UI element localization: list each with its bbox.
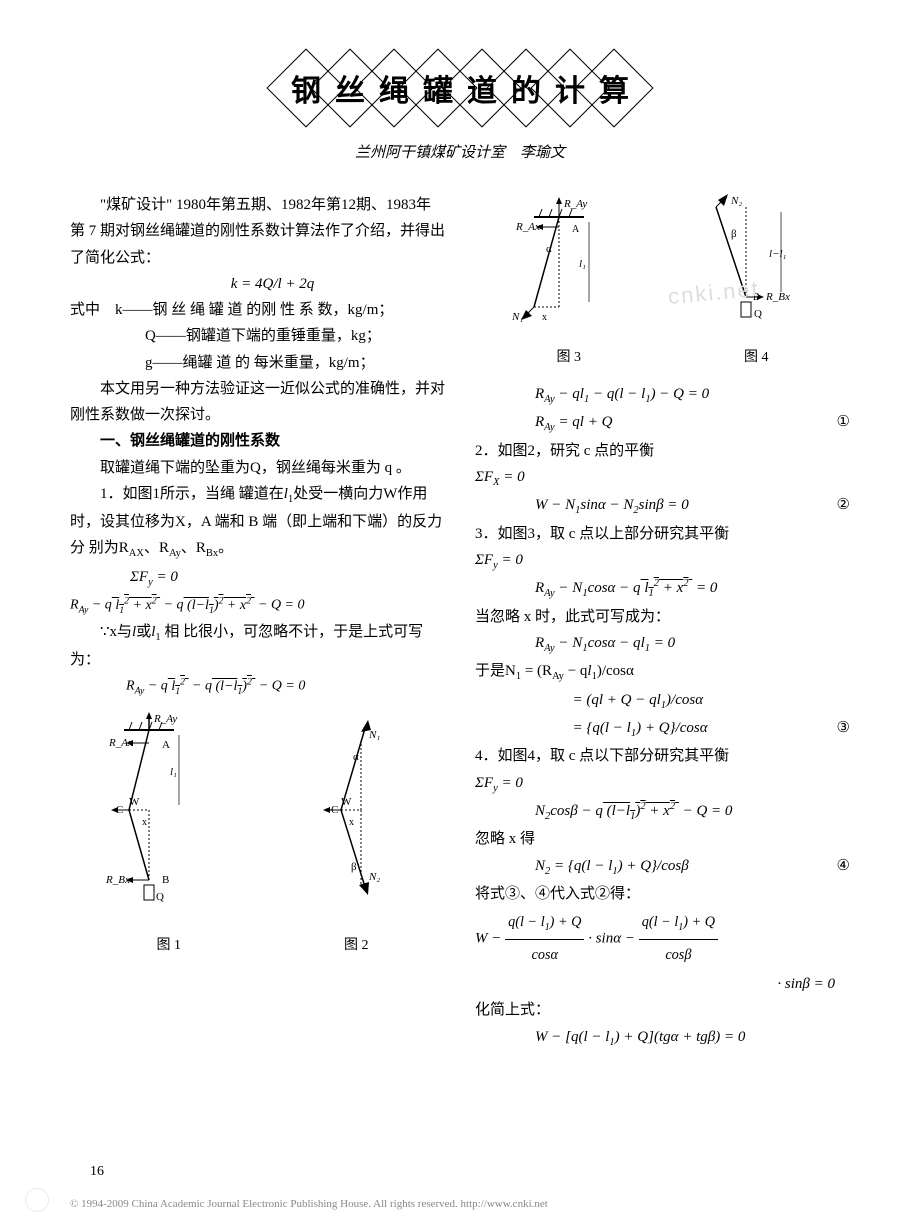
eq1a: RAy − ql1 − q(l − l1) − Q = 0 xyxy=(475,381,850,409)
svg-text:α: α xyxy=(353,751,359,763)
page-number: 16 xyxy=(90,1164,104,1180)
author-line: 兰州阿干镇煤矿设计室 李瑜文 xyxy=(70,141,850,162)
right-p4a: 忽略 x 得 xyxy=(475,826,850,852)
svg-text:A: A xyxy=(572,224,580,235)
svg-text:R_Ay: R_Ay xyxy=(563,198,587,210)
svg-text:A: A xyxy=(162,739,170,751)
fig4-svg: N₂ β B R_Bx Q l−l₁ xyxy=(681,192,831,332)
eq-long: RAy − q l12 + x2 − q (l−l1)2 + x2 − Q = … xyxy=(70,592,445,619)
eq-sumfy: ΣFy = 0 xyxy=(70,564,445,592)
left-column: "煤矿设计" 1980年第五期、1982年第12期、1983年第 7 期对钢丝绳… xyxy=(70,192,445,1052)
eq1b: RAy = ql + Q ① xyxy=(475,409,850,437)
fig3-svg: R_Ay R_Ax A α N₁ x l₁ xyxy=(494,192,644,332)
title-diamonds: 钢 丝 绳 罐 道 的 计 算 xyxy=(70,60,850,116)
right-p3a: 当忽略 x 时，此式可写成为： xyxy=(475,604,850,630)
svg-text:l₁: l₁ xyxy=(170,766,177,778)
svg-text:R_Ay: R_Ay xyxy=(153,713,177,725)
svg-text:β: β xyxy=(351,861,357,873)
svg-text:Q: Q xyxy=(156,891,164,903)
svg-text:N₂: N₂ xyxy=(368,871,380,883)
section1-p2: 1．如图1所示，当绳 罐道在l1处受一横向力W作用时，设其位移为X，A 端和 B… xyxy=(70,481,445,564)
svg-text:x: x xyxy=(142,817,147,828)
svg-text:N₂: N₂ xyxy=(730,195,742,207)
eq3c: = (ql + Q − ql1)/cosα xyxy=(475,687,850,715)
eq3a: RAy − N1cosα − q l12 + x2 = 0 xyxy=(475,575,850,603)
svg-text:R_Bx: R_Bx xyxy=(765,291,790,303)
fig4-label: 图 4 xyxy=(681,346,831,371)
svg-text:Q: Q xyxy=(754,308,762,320)
eq-final: W − [q(l − l1) + Q](tgα + tgβ) = 0 xyxy=(475,1024,850,1052)
figures-12: R_Ay R_Ax A C W x B xyxy=(70,710,445,959)
eq4b: N2 = {q(l − l1) + Q}/cosβ ④ xyxy=(475,853,850,881)
section1-p1: 取罐道绳下端的坠重为Q，钢丝绳每米重为 q 。 xyxy=(70,455,445,481)
svg-text:x: x xyxy=(542,312,547,323)
fig2-label: 图 2 xyxy=(291,934,421,959)
right-column: R_Ay R_Ax A α N₁ x l₁ 图 3 xyxy=(475,192,850,1052)
eq4a: N2cosβ − q (l−l1)2 + x2 − Q = 0 xyxy=(475,798,850,826)
fig2-svg: N₁ α C W x N₂ β xyxy=(291,710,421,920)
eq2: W − N1sinα − N2sinβ = 0 ② xyxy=(475,492,850,520)
section1-title: 一、钢丝绳罐道的刚性系数 xyxy=(70,428,445,454)
eq-sumfy2: ΣFy = 0 xyxy=(475,770,850,798)
formula-k: k = 4Q/l + 2q xyxy=(70,271,445,297)
content-columns: "煤矿设计" 1980年第五期、1982年第12期、1983年第 7 期对钢丝绳… xyxy=(70,192,850,1052)
eq-sumfy-r: ΣFy = 0 xyxy=(475,547,850,575)
eq-big-tail: · sinβ = 0 xyxy=(475,971,850,997)
cnki-logo-icon xyxy=(25,1188,49,1212)
figure-1: R_Ay R_Ax A C W x B xyxy=(94,710,244,959)
svg-text:α: α xyxy=(546,243,552,255)
fig3-label: 图 3 xyxy=(494,346,644,371)
fig1-svg: R_Ay R_Ax A C W x B xyxy=(94,710,244,920)
eq3b: RAy − N1cosα − ql1 = 0 xyxy=(475,630,850,658)
right-p4: 4．如图4，取 c 点以下部分研究其平衡 xyxy=(475,743,850,769)
svg-text:W: W xyxy=(341,796,352,808)
svg-text:R_Ax: R_Ax xyxy=(515,221,540,233)
figure-2: N₁ α C W x N₂ β 图 2 xyxy=(291,710,421,959)
where-Q: Q——钢罐道下端的重锤重量，kg； xyxy=(70,323,445,349)
right-p5: 将式③、④代入式②得： xyxy=(475,881,850,907)
svg-text:B: B xyxy=(162,874,169,886)
intro-p2: 本文用另一种方法验证这一近似公式的准确性，并对刚性系数做一次探讨。 xyxy=(70,376,445,429)
footer-copyright: © 1994-2009 China Academic Journal Elect… xyxy=(70,1198,548,1210)
where-line: 式中 k——钢 丝 绳 罐 道 的刚 性 系 数，kg/m； xyxy=(70,297,445,323)
svg-text:l₁: l₁ xyxy=(579,258,586,270)
svg-text:x: x xyxy=(349,817,354,828)
svg-text:β: β xyxy=(731,228,737,240)
intro-p1: "煤矿设计" 1980年第五期、1982年第12期、1983年第 7 期对钢丝绳… xyxy=(70,192,445,271)
eq-big: W − q(l − l1) + Qcosα · sinα − q(l − l1)… xyxy=(475,907,850,971)
svg-text:W: W xyxy=(129,796,140,808)
svg-text:R_Ax: R_Ax xyxy=(108,737,133,749)
right-p3b: 于是N1 = (RAy − ql1)/cosα xyxy=(475,658,850,686)
where-g: g——绳罐 道 的 每米重量，kg/m； xyxy=(70,350,445,376)
title-char: 算 xyxy=(574,48,653,127)
figures-34: R_Ay R_Ax A α N₁ x l₁ 图 3 xyxy=(475,192,850,371)
svg-text:N₁: N₁ xyxy=(368,729,380,741)
right-p6: 化简上式： xyxy=(475,997,850,1023)
svg-text:l−l₁: l−l₁ xyxy=(769,248,787,260)
figure-3: R_Ay R_Ax A α N₁ x l₁ 图 3 xyxy=(494,192,644,371)
eq3d: = {q(l − l1) + Q}/cosα ③ xyxy=(475,715,850,743)
fig1-label: 图 1 xyxy=(94,934,244,959)
svg-text:N₁: N₁ xyxy=(511,311,523,323)
right-p3: 3．如图3，取 c 点以上部分研究其平衡 xyxy=(475,521,850,547)
section1-p3: ∵x与l或l1 相 比很小，可忽略不计，于是上式可写为： xyxy=(70,619,445,674)
svg-text:R_Bx: R_Bx xyxy=(105,874,130,886)
eq-simplified: RAy − q l12 − q (l−l1)2 − Q = 0 xyxy=(70,673,445,700)
eq-sumfx: ΣFX = 0 xyxy=(475,464,850,492)
right-p2: 2．如图2，研究 c 点的平衡 xyxy=(475,438,850,464)
